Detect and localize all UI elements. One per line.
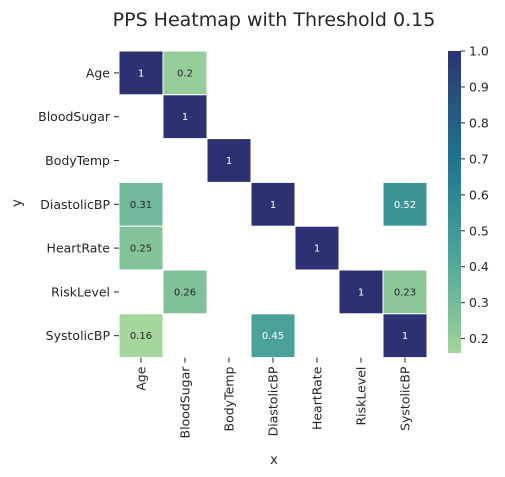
cell-value-label: 1 — [270, 200, 276, 211]
colorbar-tick-label: 1.0 — [469, 44, 489, 59]
x-tick-label: RiskLevel — [354, 367, 369, 426]
y-tick-label: RiskLevel — [51, 284, 110, 299]
colorbar-tick-label: 0.6 — [469, 187, 489, 202]
y-tick-label: BloodSugar — [38, 109, 111, 124]
x-tick-label: SystolicBP — [398, 366, 413, 431]
cell-value-label: 0.23 — [394, 287, 416, 298]
y-tick-label: HeartRate — [47, 241, 111, 256]
cell-value-label: 0.25 — [130, 244, 152, 255]
cell-value-label: 1 — [226, 156, 232, 167]
cell-value-label: 0.16 — [130, 331, 152, 342]
y-tick-label: Age — [86, 65, 110, 80]
y-tick-labels: Age BloodSugar BodyTemp DiastolicBP HeartRat… — [38, 65, 119, 343]
colorbar-tick-label: 0.4 — [469, 259, 489, 274]
cell-value-label: 1 — [358, 287, 364, 298]
cell-value-label: 0.52 — [394, 200, 416, 211]
cell-value-label: 0.26 — [174, 287, 196, 298]
cell-value-label: 1 — [138, 68, 144, 79]
y-axis-label: y — [10, 199, 25, 207]
colorbar-tick-label: 0.8 — [469, 115, 489, 130]
colorbar-tick-label: 0.9 — [469, 79, 489, 94]
colorbar-tick-label: 0.7 — [469, 151, 489, 166]
cell-value-label: 0.2 — [177, 68, 193, 79]
x-tick-label: DiastolicBP — [266, 366, 281, 436]
colorbar-tick-label: 0.5 — [469, 223, 489, 238]
cell-value-label: 1 — [314, 244, 320, 255]
cell-value-label: 1 — [402, 331, 408, 342]
x-tick-label: BodyTemp — [222, 367, 237, 432]
x-tick-labels: Age BloodSugar BodyTemp DiastolicBP HeartRat… — [134, 358, 413, 439]
y-tick-label: BodyTemp — [45, 153, 110, 168]
colorbar-ticks: 0.2 0.3 0.4 0.5 0.6 0.7 0.8 0.9 1.0 — [461, 44, 489, 347]
y-tick-label: SystolicBP — [46, 328, 111, 343]
x-axis-label: x — [270, 453, 278, 468]
x-tick-label: BloodSugar — [178, 366, 193, 439]
x-tick-label: Age — [134, 366, 149, 390]
x-tick-label: HeartRate — [310, 366, 325, 430]
heatmap-cells: 1 0.2 1 1 0.31 1 0.52 0.25 1 0.26 1 0.23 0.16 0.45 1 — [119, 51, 427, 358]
cell-value-label: 0.31 — [130, 200, 152, 211]
y-tick-label: DiastolicBP — [40, 197, 110, 212]
colorbar-tick-label: 0.3 — [469, 295, 489, 310]
colorbar-tick-label: 0.2 — [469, 331, 489, 346]
chart-title: PPS Heatmap with Threshold 0.15 — [113, 9, 436, 31]
colorbar — [448, 51, 461, 353]
cell-value-label: 0.45 — [262, 331, 284, 342]
cell-value-label: 1 — [182, 112, 188, 123]
